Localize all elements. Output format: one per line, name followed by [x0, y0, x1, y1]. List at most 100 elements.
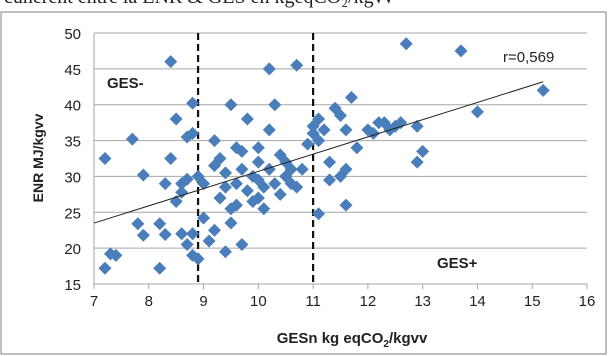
data-point	[175, 185, 189, 199]
data-point	[186, 96, 200, 110]
data-point	[224, 216, 238, 230]
y-tick-label: 45	[64, 62, 81, 79]
x-tick-label: 8	[145, 293, 153, 310]
y-tick-label: 50	[64, 26, 81, 43]
y-tick-label: 30	[64, 169, 81, 186]
data-point	[262, 123, 276, 137]
x-tick-label: 15	[524, 293, 541, 310]
data-point	[125, 132, 139, 146]
data-point	[251, 155, 265, 169]
ges-plus-label: GES+	[437, 255, 478, 272]
data-point	[454, 44, 468, 58]
y-tick-label: 20	[64, 241, 81, 258]
trend-line	[93, 81, 544, 224]
x-tick-label: 16	[579, 293, 596, 310]
data-point	[131, 217, 145, 231]
data-point	[153, 217, 167, 231]
data-point	[235, 162, 249, 176]
data-point	[251, 141, 265, 155]
data-point	[268, 177, 282, 191]
threshold-lines	[196, 33, 315, 284]
data-point	[268, 98, 282, 112]
x-tick-label: 7	[90, 293, 98, 310]
data-point	[273, 187, 287, 201]
y-tick-labels: 15 20 25 30 35 40 45 50	[64, 26, 81, 294]
data-point	[213, 191, 227, 205]
data-point	[98, 152, 112, 165]
data-point	[197, 177, 211, 191]
y-tick-label: 40	[64, 98, 81, 115]
data-point	[169, 112, 183, 126]
data-point	[208, 223, 222, 237]
x-tick-label: 12	[360, 293, 377, 310]
data-point	[136, 228, 150, 242]
data-point	[218, 180, 232, 194]
data-point	[186, 126, 200, 140]
data-point	[109, 248, 123, 262]
x-tick-label: 14	[469, 293, 486, 310]
data-point	[257, 180, 271, 194]
data-point	[229, 198, 243, 212]
data-point	[295, 162, 309, 176]
data-point	[164, 55, 178, 69]
y-axis-title: ENR MJ/kgvv	[30, 113, 46, 202]
data-point	[312, 134, 326, 148]
x-tick-label: 9	[199, 293, 207, 310]
data-points	[98, 37, 550, 275]
y-tick-label: 15	[64, 277, 81, 294]
data-point	[229, 141, 243, 155]
caption-fragment: cunérent entre la ENR & GES en kgeqCO₂/k…	[4, 0, 604, 8]
data-point	[240, 112, 254, 126]
data-point	[164, 152, 178, 165]
x-tick-label: 11	[305, 293, 321, 310]
data-point	[290, 58, 304, 72]
data-point	[153, 261, 167, 275]
data-point	[470, 105, 484, 119]
data-point	[290, 180, 304, 194]
data-point	[235, 238, 249, 252]
x-tick-labels: 7 8 9 10 11 12 13 14 15 16	[90, 293, 596, 310]
data-point	[175, 227, 189, 241]
data-point	[339, 162, 353, 176]
data-point	[323, 155, 337, 169]
data-point	[284, 162, 298, 176]
data-point	[350, 141, 364, 155]
data-point	[262, 62, 276, 76]
data-point	[191, 252, 205, 266]
data-point	[262, 162, 276, 176]
data-point	[180, 238, 194, 252]
data-point	[399, 37, 413, 51]
data-point	[339, 198, 353, 212]
data-point	[208, 134, 222, 148]
data-point	[344, 91, 358, 105]
data-point	[224, 98, 238, 112]
data-point	[218, 166, 232, 180]
data-point	[158, 177, 172, 191]
data-point	[136, 168, 150, 182]
x-tick-label: 13	[414, 293, 431, 310]
y-tick-label: 25	[64, 205, 81, 222]
data-point	[158, 228, 172, 242]
data-point	[410, 119, 424, 133]
data-point	[301, 137, 315, 151]
ges-minus-label: GES-	[107, 75, 144, 92]
data-point	[312, 207, 326, 221]
data-point	[317, 123, 331, 137]
data-point	[251, 191, 265, 205]
data-point	[323, 173, 337, 187]
data-point	[410, 155, 424, 169]
data-point	[536, 83, 550, 97]
data-point	[213, 152, 227, 165]
data-point	[257, 202, 271, 216]
data-point	[218, 245, 232, 259]
data-point	[240, 184, 254, 198]
data-point	[334, 108, 347, 122]
data-point	[416, 144, 430, 158]
data-point	[339, 123, 353, 137]
data-point	[229, 177, 243, 191]
x-tick-label: 10	[250, 293, 267, 310]
data-point	[186, 248, 200, 262]
data-point	[180, 172, 194, 186]
data-point	[202, 234, 216, 248]
